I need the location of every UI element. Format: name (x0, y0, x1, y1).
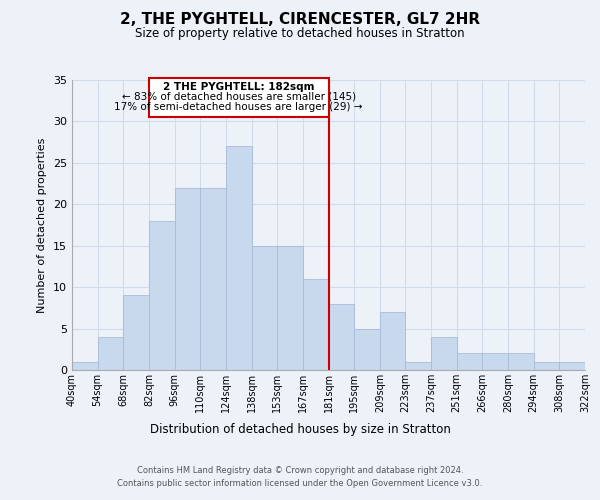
Bar (124, 296, 149, 370)
Bar (98, 337, 124, 370)
Bar (303, 279, 329, 370)
Text: Contains public sector information licensed under the Open Government Licence v3: Contains public sector information licen… (118, 479, 482, 488)
Bar (175, 188, 200, 370)
Bar (149, 221, 175, 370)
Bar (431, 337, 457, 370)
Bar (406, 362, 431, 370)
Text: ← 83% of detached houses are smaller (145): ← 83% of detached houses are smaller (14… (122, 92, 356, 102)
FancyBboxPatch shape (149, 78, 329, 118)
Bar (534, 362, 559, 370)
Text: 2, THE PYGHTELL, CIRENCESTER, GL7 2HR: 2, THE PYGHTELL, CIRENCESTER, GL7 2HR (120, 12, 480, 28)
Bar (380, 312, 406, 370)
Bar (354, 328, 380, 370)
Text: Distribution of detached houses by size in Stratton: Distribution of detached houses by size … (149, 422, 451, 436)
Text: 2 THE PYGHTELL: 182sqm: 2 THE PYGHTELL: 182sqm (163, 82, 314, 92)
Bar (72, 362, 98, 370)
Bar (200, 188, 226, 370)
Bar (457, 354, 482, 370)
Bar (277, 246, 303, 370)
Bar (226, 146, 251, 370)
Bar (508, 354, 534, 370)
Text: Contains HM Land Registry data © Crown copyright and database right 2024.: Contains HM Land Registry data © Crown c… (137, 466, 463, 475)
Text: 17% of semi-detached houses are larger (29) →: 17% of semi-detached houses are larger (… (115, 102, 363, 113)
Bar (329, 304, 354, 370)
Bar (251, 246, 277, 370)
Bar (559, 362, 585, 370)
Text: Size of property relative to detached houses in Stratton: Size of property relative to detached ho… (135, 28, 465, 40)
Y-axis label: Number of detached properties: Number of detached properties (37, 138, 47, 312)
Bar (482, 354, 508, 370)
